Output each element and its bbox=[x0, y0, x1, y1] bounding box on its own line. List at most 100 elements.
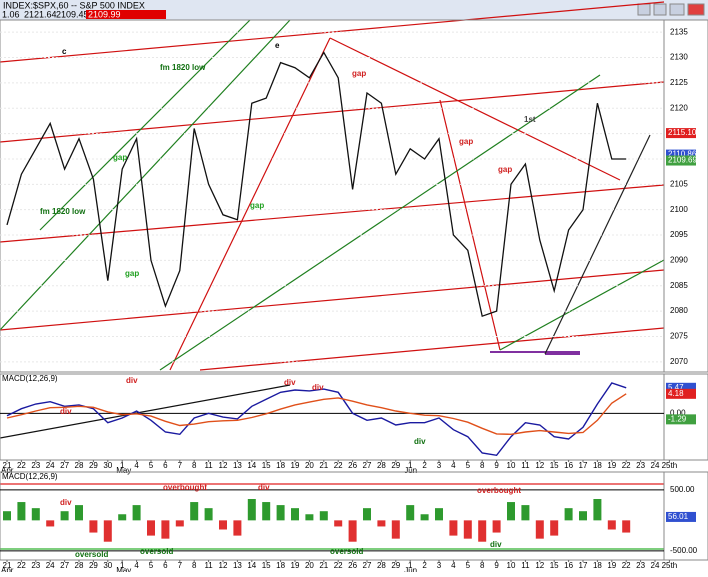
panel-title: MACD(12,26,9) bbox=[2, 472, 58, 481]
annotation: oversold bbox=[75, 550, 108, 559]
x-tick-label: 19 bbox=[291, 561, 300, 570]
histogram-bar bbox=[262, 502, 271, 521]
header-field-bg bbox=[86, 10, 166, 19]
x-tick-label: 11 bbox=[521, 461, 530, 470]
annotation: div bbox=[126, 376, 138, 385]
histogram-bar bbox=[564, 508, 573, 521]
histogram-bar bbox=[550, 520, 559, 536]
trend-line bbox=[159, 74, 601, 371]
histogram-bar bbox=[291, 508, 299, 521]
annotation: div bbox=[312, 383, 324, 392]
x-tick-label: 11 bbox=[204, 561, 213, 570]
histogram-bar bbox=[132, 505, 141, 521]
x-tick-label: 4 bbox=[134, 561, 139, 570]
x-tick-label: 20 bbox=[305, 561, 314, 570]
x-tick-label: 24 bbox=[46, 461, 55, 470]
x-tick-label: 23 bbox=[636, 561, 645, 570]
x-tick-label: 5 bbox=[466, 561, 471, 570]
month-label: Jun bbox=[404, 566, 417, 572]
annotation: div bbox=[414, 437, 426, 446]
x-tick-label: 28 bbox=[75, 561, 84, 570]
x-tick-label: 3 bbox=[437, 461, 442, 470]
x-tick-label: 1 bbox=[120, 561, 125, 570]
histogram-bar bbox=[190, 502, 199, 521]
x-tick-label: 7 bbox=[178, 561, 183, 570]
x-tick-label: 14 bbox=[247, 561, 256, 570]
x-tick-label: 23 bbox=[31, 561, 40, 570]
price-marker bbox=[666, 414, 696, 425]
x-tick-label: 22 bbox=[622, 561, 631, 570]
trend-line bbox=[0, 81, 665, 143]
annotation: gap bbox=[498, 165, 512, 174]
trend-line bbox=[0, 19, 291, 331]
x-tick-label: 22 bbox=[334, 461, 343, 470]
trend-line bbox=[0, 384, 291, 439]
y-tick-label: 2125 bbox=[670, 78, 688, 87]
price-marker-label: 5.47 bbox=[668, 383, 684, 392]
annotation: div bbox=[490, 540, 502, 549]
x-tick-label: 19 bbox=[291, 461, 300, 470]
histogram-bar bbox=[233, 520, 242, 536]
x-tick-label: 6 bbox=[163, 561, 168, 570]
histogram-bar bbox=[521, 505, 530, 521]
x-tick-label: 1 bbox=[120, 461, 125, 470]
price-marker-label: 2110.86 bbox=[668, 150, 697, 159]
histogram-bar bbox=[463, 520, 472, 539]
data-line bbox=[6, 393, 627, 436]
histogram-bar bbox=[46, 520, 55, 527]
x-tick-label: 22 bbox=[334, 561, 343, 570]
annotation: 1st bbox=[524, 115, 536, 124]
window-button[interactable] bbox=[653, 3, 667, 16]
trend-line bbox=[199, 327, 665, 371]
trend-line bbox=[0, 184, 665, 243]
annotation: oversold bbox=[140, 547, 173, 556]
month-label: May bbox=[116, 566, 131, 572]
histogram-bar bbox=[276, 505, 285, 521]
histogram-bar bbox=[377, 520, 386, 527]
annotation: gap bbox=[250, 201, 264, 210]
price-marker-label: 4.18 bbox=[668, 389, 684, 398]
histogram-bar bbox=[247, 499, 256, 521]
header-field: 2109.45 bbox=[56, 9, 89, 19]
price-marker bbox=[666, 155, 696, 166]
histogram-bar bbox=[175, 520, 184, 527]
annotation: gap bbox=[459, 137, 473, 146]
histogram-bar bbox=[103, 520, 112, 542]
x-tick-label: 12 bbox=[219, 461, 228, 470]
y-tick-label: 2080 bbox=[670, 306, 688, 315]
y-tick-label: 2135 bbox=[670, 27, 688, 36]
x-tick-label: 8 bbox=[480, 461, 485, 470]
histogram-bar bbox=[89, 520, 98, 533]
histogram-bar bbox=[60, 511, 69, 521]
price-marker-label: 2109.69 bbox=[668, 156, 697, 165]
x-tick-label: 4 bbox=[451, 561, 456, 570]
histogram-bar bbox=[535, 520, 544, 539]
close-button[interactable] bbox=[687, 3, 705, 16]
x-tick-label: 27 bbox=[363, 461, 372, 470]
x-tick-label: 24 bbox=[46, 561, 55, 570]
x-tick-label: 22 bbox=[17, 461, 26, 470]
x-tick-label: 2 bbox=[422, 461, 427, 470]
x-tick-label: 15 bbox=[262, 461, 271, 470]
x-tick-label: 16 bbox=[564, 561, 573, 570]
x-tick-label: 9 bbox=[494, 561, 499, 570]
x-tick-label: 21 bbox=[319, 461, 328, 470]
annotation: c bbox=[62, 47, 67, 56]
histogram-bar bbox=[420, 514, 429, 521]
panel-frame bbox=[0, 19, 708, 373]
histogram-bar bbox=[607, 520, 616, 530]
x-tick-label: 29 bbox=[391, 561, 400, 570]
x-tick-label: 25th bbox=[662, 561, 678, 570]
annotation: overbought bbox=[477, 486, 521, 495]
histogram-bar bbox=[348, 520, 357, 542]
window-button[interactable] bbox=[669, 3, 685, 16]
histogram-bar bbox=[219, 520, 227, 530]
histogram-bar bbox=[391, 520, 400, 539]
annotation: gap bbox=[113, 153, 127, 162]
x-tick-label: 12 bbox=[535, 561, 544, 570]
x-tick-label: 24 bbox=[651, 561, 660, 570]
annotation: e bbox=[275, 41, 280, 50]
window-button[interactable] bbox=[637, 3, 651, 16]
x-tick-label: 2 bbox=[422, 561, 427, 570]
